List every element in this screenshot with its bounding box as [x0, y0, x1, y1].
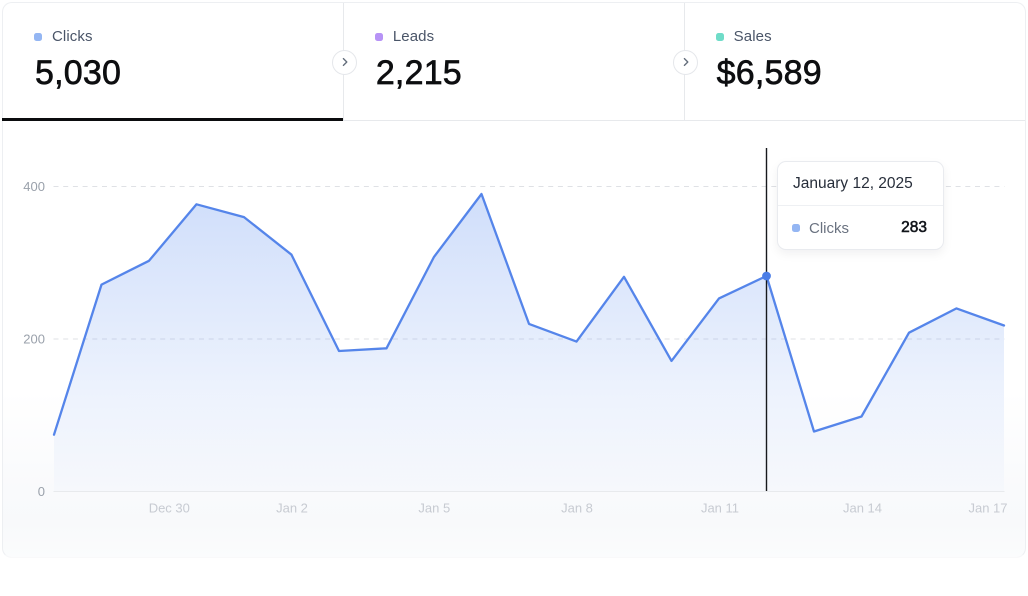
svg-text:200: 200: [23, 331, 45, 346]
svg-text:400: 400: [23, 179, 45, 194]
svg-text:Jan 5: Jan 5: [418, 501, 450, 516]
svg-text:Dec 30: Dec 30: [149, 501, 190, 516]
svg-text:0: 0: [38, 484, 45, 499]
svg-text:Jan 14: Jan 14: [843, 501, 882, 516]
svg-text:Jan 17: Jan 17: [968, 501, 1007, 516]
svg-text:Jan 11: Jan 11: [701, 501, 739, 516]
svg-text:Jan 8: Jan 8: [561, 501, 593, 516]
svg-text:Jan 2: Jan 2: [276, 501, 308, 516]
